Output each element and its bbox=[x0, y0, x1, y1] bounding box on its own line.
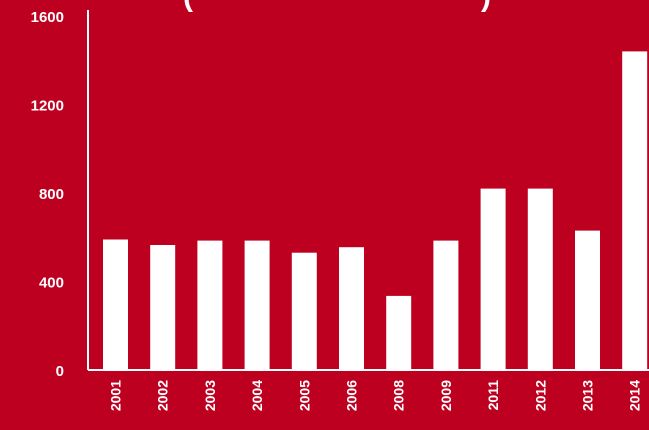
y-axis: 0 400 800 1200 1600 bbox=[31, 9, 89, 380]
x-tick-label-2004: 2004 bbox=[249, 380, 265, 411]
title-left-paren: ( bbox=[183, 0, 193, 13]
bar-2005 bbox=[291, 252, 317, 370]
x-tick-label-2012: 2012 bbox=[532, 380, 548, 411]
bar-2009 bbox=[433, 240, 459, 370]
y-tick-label: 0 bbox=[56, 363, 64, 380]
bar-2013 bbox=[575, 230, 600, 370]
y-tick-label: 400 bbox=[39, 275, 64, 292]
bar-2002 bbox=[150, 245, 176, 370]
bar-2003 bbox=[197, 240, 223, 370]
y-tick-label: 1600 bbox=[31, 9, 64, 26]
x-tick-label-2006: 2006 bbox=[344, 380, 360, 411]
title-right-paren: ) bbox=[481, 0, 491, 13]
bar-2001 bbox=[103, 239, 128, 370]
bar-2014 bbox=[622, 51, 648, 371]
x-tick-label-2014: 2014 bbox=[627, 380, 643, 411]
bar-2011 bbox=[480, 188, 506, 370]
y-tick-label: 800 bbox=[39, 186, 64, 203]
x-tick-label-2002: 2002 bbox=[155, 380, 171, 411]
x-tick-label-2005: 2005 bbox=[296, 380, 312, 411]
bar-2012 bbox=[527, 188, 553, 370]
x-tick-label-2008: 2008 bbox=[391, 380, 407, 411]
x-tick-label-2003: 2003 bbox=[202, 380, 218, 411]
bars-group bbox=[103, 51, 648, 371]
x-tick-label-2013: 2013 bbox=[580, 380, 596, 411]
bar-2006 bbox=[339, 247, 364, 370]
x-tick-label-2009: 2009 bbox=[438, 380, 454, 411]
x-axis: 2001 2002 2003 2004 2005 2006 2008 2009 2011 2012… bbox=[88, 369, 649, 411]
bar-2008 bbox=[386, 295, 412, 370]
bar-2004 bbox=[244, 240, 270, 370]
x-tick-label-2001: 2001 bbox=[108, 380, 124, 411]
x-tick-label-2011: 2011 bbox=[485, 380, 501, 411]
y-tick-label: 1200 bbox=[31, 98, 64, 115]
title-fragment: ( ) bbox=[183, 0, 491, 13]
